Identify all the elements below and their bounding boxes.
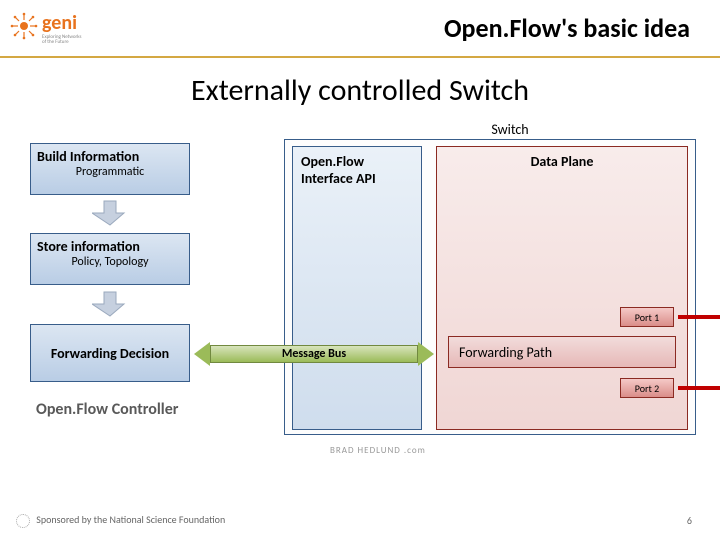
openflow-controller-label: Open.Flow Controller (30, 396, 190, 442)
store-sub: Policy, Topology (37, 255, 183, 269)
forwarding-path-label: Forwarding Path (459, 344, 552, 361)
port-1-label: Port 1 (635, 311, 659, 324)
footer-text: Sponsored by the National Science Founda… (36, 513, 225, 526)
main-title: Externally controlled Switch (0, 72, 720, 109)
port-2-box: Port 2 (620, 378, 674, 398)
port-1-box: Port 1 (620, 307, 674, 327)
geni-logo: geni Exploring Networks of the Future (8, 4, 98, 52)
build-sub: Programmatic (37, 165, 183, 179)
store-title: Store information (37, 238, 183, 255)
port-1-arrow-icon (678, 315, 720, 319)
api-title: Open.Flow Interface API (301, 153, 413, 187)
forwarding-path-box: Forwarding Path (448, 336, 676, 368)
double-arrow-left-icon (194, 342, 210, 366)
footer-seal-icon (16, 514, 30, 528)
controller-label-text: Open.Flow Controller (36, 400, 184, 419)
slide-header: geni Exploring Networks of the Future Op… (0, 0, 720, 58)
slide-title: Open.Flow's basic idea (98, 12, 700, 44)
page-number: 6 (687, 514, 692, 527)
message-bus: Message Bus (194, 341, 434, 367)
down-arrow-icon (92, 290, 128, 318)
data-plane-title: Data Plane (445, 153, 679, 170)
build-title: Build Information (37, 148, 183, 165)
logo-burst-icon (8, 12, 40, 44)
fwd-title: Forwarding Decision (51, 345, 169, 362)
slide-footer: Sponsored by the National Science Founda… (0, 513, 720, 528)
logo-text: geni (42, 11, 81, 35)
logo-glyph-block: geni Exploring Networks of the Future (8, 4, 98, 52)
message-bus-label: Message Bus (210, 345, 418, 363)
forwarding-decision-box: Forwarding Decision (30, 324, 190, 382)
logo-subtitle-2: of the Future (42, 40, 81, 45)
diagram-area: Switch Build Information Programmatic St… (30, 121, 690, 466)
port-2-label: Port 2 (635, 382, 659, 395)
openflow-interface-api-box: Open.Flow Interface API (292, 146, 422, 430)
store-information-box: Store information Policy, Topology (30, 233, 190, 285)
down-arrow-icon (92, 199, 128, 227)
port-2-arrow-icon (678, 386, 720, 390)
footer-left: Sponsored by the National Science Founda… (16, 513, 225, 528)
switch-label: Switch (410, 121, 610, 138)
build-information-box: Build Information Programmatic (30, 143, 190, 195)
attribution-text: BRAD HEDLUND .com (330, 445, 426, 456)
double-arrow-right-icon (418, 342, 434, 366)
